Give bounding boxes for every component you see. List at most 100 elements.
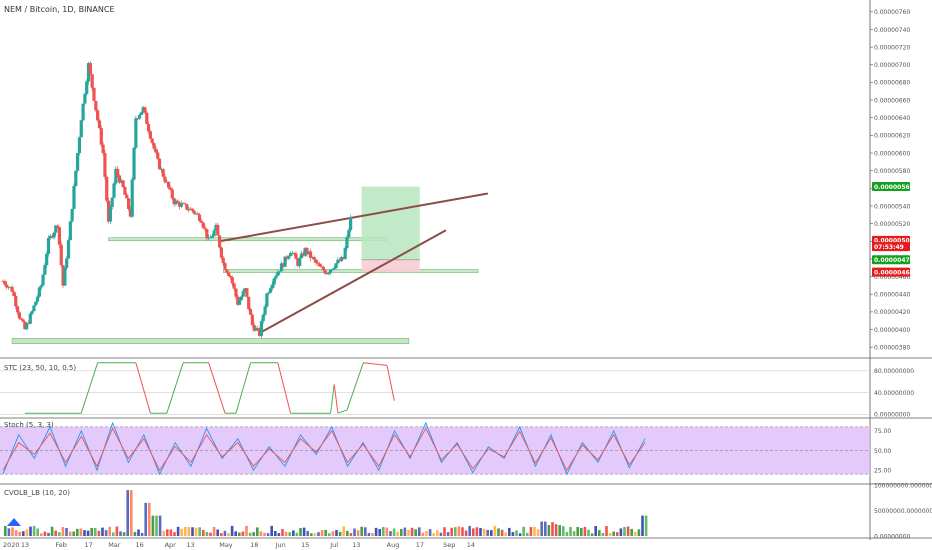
x-tick-label: Mar bbox=[108, 541, 121, 549]
cvol-bar bbox=[173, 532, 176, 536]
candle-body bbox=[201, 222, 205, 228]
cvol-bar bbox=[25, 529, 29, 536]
support-zone bbox=[222, 269, 479, 273]
candle-body bbox=[219, 247, 223, 258]
cvol-bar bbox=[454, 527, 457, 536]
candle-body bbox=[85, 81, 89, 95]
candle-body bbox=[228, 276, 233, 278]
candle-body bbox=[83, 94, 87, 104]
cvol-bar bbox=[115, 526, 119, 536]
candle-body bbox=[32, 305, 36, 312]
stc-line-segment bbox=[363, 362, 388, 366]
support-zone bbox=[11, 338, 410, 344]
tradingview-logo[interactable] bbox=[6, 517, 22, 527]
candle-body bbox=[79, 120, 83, 138]
candle-body bbox=[303, 248, 307, 256]
stc-line-segment bbox=[346, 362, 364, 411]
cvol-bar bbox=[515, 530, 518, 536]
cvol-bar bbox=[137, 529, 140, 536]
candle-body bbox=[318, 263, 322, 267]
cvol-bar bbox=[342, 526, 345, 536]
cvol-bar bbox=[572, 531, 576, 536]
candle-body bbox=[338, 259, 342, 262]
candle-body bbox=[54, 225, 58, 233]
cvol-bar bbox=[554, 524, 558, 536]
candle-body bbox=[35, 296, 40, 302]
candle-body bbox=[221, 257, 225, 264]
candle-body bbox=[168, 187, 173, 190]
cvol-bar bbox=[349, 533, 353, 536]
candle-body bbox=[199, 220, 203, 223]
cvol-bar bbox=[133, 531, 137, 536]
cvol-bar bbox=[583, 526, 587, 536]
cvol-bar bbox=[522, 526, 525, 536]
cvol-bar bbox=[367, 533, 371, 536]
stc-panel-label: STC (23, 50, 10, 0.5) bbox=[4, 364, 77, 372]
candle-body bbox=[141, 107, 145, 113]
cvol-y-tick-label: 0.00000000 bbox=[874, 533, 910, 540]
candle-body bbox=[203, 227, 207, 230]
cvol-bar bbox=[608, 533, 612, 536]
chart-title: NEM / Bitcoin, 1D, BINANCE bbox=[4, 5, 115, 14]
cvol-bar bbox=[500, 529, 504, 536]
candle-body bbox=[194, 213, 198, 215]
candle-body bbox=[121, 180, 125, 188]
x-tick-label: May bbox=[219, 541, 233, 549]
price-label-text: 0.00000562 bbox=[874, 184, 914, 191]
cvol-bar bbox=[360, 526, 363, 536]
candle-body bbox=[305, 248, 309, 255]
cvol-bar bbox=[540, 521, 543, 536]
cvol-bar bbox=[108, 526, 111, 536]
cvol-bar bbox=[151, 515, 155, 536]
candle-body bbox=[167, 181, 171, 188]
candle-body bbox=[205, 229, 209, 239]
candle-body bbox=[30, 311, 34, 314]
candle-body bbox=[176, 200, 180, 203]
candle-body bbox=[197, 214, 202, 221]
candle-body bbox=[52, 232, 56, 238]
candle-body bbox=[247, 296, 251, 309]
candle-body bbox=[130, 179, 134, 217]
cvol-bar bbox=[443, 527, 446, 536]
cvol-bar bbox=[580, 528, 583, 536]
candle-body bbox=[207, 237, 211, 239]
candle-body bbox=[1, 280, 5, 282]
candle-body bbox=[332, 267, 336, 270]
candle-body bbox=[234, 288, 238, 297]
cvol-bar bbox=[4, 526, 7, 536]
candle-body bbox=[349, 217, 353, 231]
cvol-bar bbox=[461, 527, 464, 536]
cvol-bar bbox=[356, 530, 360, 536]
cvol-bar bbox=[353, 528, 356, 536]
cvol-bar bbox=[76, 528, 79, 536]
candle-body bbox=[236, 296, 240, 305]
cvol-bar bbox=[119, 531, 122, 536]
candle-body bbox=[10, 286, 14, 292]
cvol-bar bbox=[230, 525, 234, 536]
candle-body bbox=[339, 257, 344, 262]
cvol-bar bbox=[587, 529, 590, 536]
cvol-y-tick-label: 100000000.00000000 bbox=[874, 482, 932, 489]
stoch-d-line bbox=[2, 427, 646, 472]
candle-body bbox=[45, 253, 49, 266]
candle-body bbox=[272, 278, 276, 285]
candle-body bbox=[106, 200, 111, 222]
candle-body bbox=[327, 272, 331, 274]
cvol-bar bbox=[83, 530, 86, 536]
cvol-bar bbox=[576, 526, 579, 536]
candle-body bbox=[136, 118, 140, 120]
candle-body bbox=[154, 148, 158, 153]
candle-body bbox=[161, 169, 165, 177]
cvol-bar bbox=[284, 531, 288, 536]
x-tick-label: Aug bbox=[387, 541, 400, 549]
candle-body bbox=[190, 208, 194, 211]
candle-body bbox=[185, 204, 189, 210]
cvol-bar bbox=[274, 530, 277, 536]
cvol-bar bbox=[155, 515, 158, 536]
candle-body bbox=[276, 272, 280, 276]
x-tick-label: 17 bbox=[85, 541, 93, 549]
stc-y-tick-label: 40.00000000 bbox=[874, 390, 914, 397]
candle-body bbox=[241, 291, 245, 297]
cvol-bar bbox=[374, 527, 378, 536]
